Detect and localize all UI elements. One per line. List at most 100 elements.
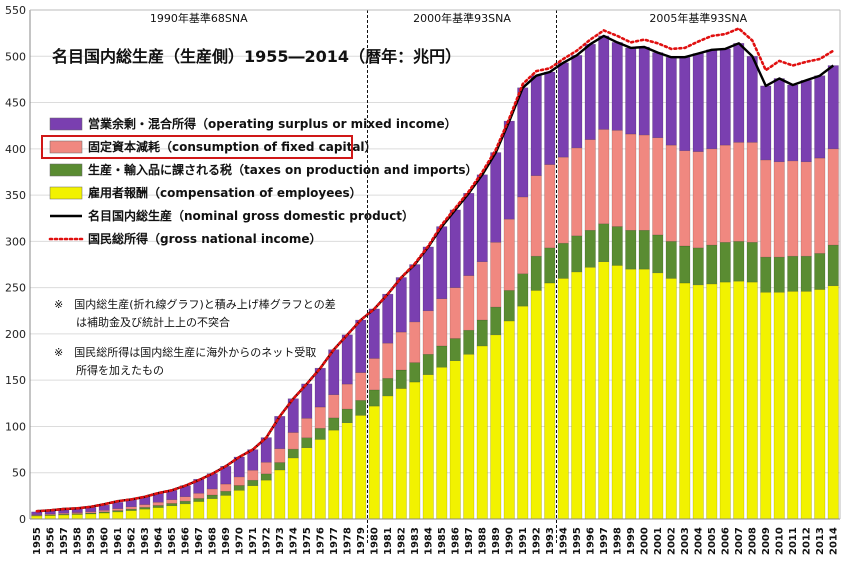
legend-label: 雇用者報酬（compensation of employees）	[88, 185, 362, 200]
bar-segment	[544, 282, 556, 520]
bar-segment	[287, 457, 299, 520]
legend-swatch	[49, 186, 83, 200]
x-tick-label: 1979	[356, 527, 367, 555]
bar-segment	[206, 494, 218, 499]
bar-segment	[247, 479, 259, 486]
bar-segment	[382, 378, 394, 397]
y-tick-label: 250	[5, 282, 26, 295]
bar-segment	[557, 242, 569, 279]
bar-segment	[719, 144, 731, 243]
bar-segment	[422, 354, 434, 375]
y-tick-label: 0	[19, 513, 26, 526]
bar-segment	[787, 84, 799, 162]
x-tick-label: 2004	[693, 527, 704, 555]
bar-segment	[193, 493, 205, 499]
bar-segment	[814, 75, 826, 159]
bar-segment	[598, 35, 610, 130]
x-tick-label: 1974	[288, 527, 299, 555]
x-tick-label: 1987	[464, 527, 475, 555]
bar-segment	[733, 142, 745, 242]
bar-segment	[503, 120, 515, 220]
bar-segment	[436, 226, 448, 299]
bar-segment	[503, 290, 515, 322]
x-tick-label: 1962	[126, 527, 137, 555]
y-tick-label: 300	[5, 235, 26, 248]
bar-segment	[355, 372, 367, 401]
x-tick-label: 1972	[261, 527, 272, 555]
bar-segment	[368, 308, 380, 359]
bar-segment	[787, 255, 799, 292]
bar-segment	[773, 256, 785, 293]
bar-segment	[665, 56, 677, 146]
bar-segment	[71, 513, 83, 515]
x-tick-label: 1970	[234, 527, 245, 555]
bar-segment	[260, 473, 272, 481]
x-tick-label: 1957	[59, 527, 70, 555]
y-tick-label: 150	[5, 374, 26, 387]
x-tick-label: 1971	[248, 527, 259, 555]
y-tick-label: 550	[5, 4, 26, 17]
y-tick-label: 100	[5, 420, 26, 433]
x-tick-label: 2014	[828, 527, 839, 555]
bar-segment	[598, 223, 610, 262]
bar-segment	[476, 261, 488, 321]
bar-segment	[760, 85, 772, 161]
bar-segment	[557, 278, 569, 520]
bar-segment	[544, 71, 556, 165]
bar-segment	[638, 268, 650, 520]
bar-segment	[139, 507, 151, 510]
bar-segment	[355, 319, 367, 373]
bar-segment	[220, 490, 232, 496]
bar-segment	[166, 503, 178, 507]
x-tick-label: 1993	[545, 527, 556, 555]
legend-swatch	[49, 140, 83, 154]
bar-segment	[503, 218, 515, 291]
legend-swatch	[49, 117, 83, 131]
bar-segment	[706, 49, 718, 150]
bar-segment	[449, 338, 461, 361]
bar-segment	[355, 400, 367, 416]
x-tick-label: 1998	[612, 527, 623, 555]
bar-segment	[598, 129, 610, 225]
note-line: ※ 国民総所得は国内総生産に海外からのネット受取	[54, 345, 316, 359]
bar-segment	[436, 366, 448, 520]
bar-segment	[800, 255, 812, 292]
x-tick-label: 1978	[342, 527, 353, 555]
bar-segment	[827, 244, 839, 287]
x-tick-label: 1965	[167, 527, 178, 555]
bar-segment	[112, 511, 124, 520]
bar-segment	[517, 196, 529, 275]
bar-segment	[530, 255, 542, 291]
bar-segment	[746, 56, 758, 143]
bar-segment	[179, 500, 191, 505]
bar-segment	[625, 47, 637, 135]
bar-segment	[436, 345, 448, 368]
x-tick-label: 1984	[423, 527, 434, 555]
x-tick-label: 1983	[410, 527, 421, 555]
bar-segment	[557, 156, 569, 244]
bar-segment	[530, 290, 542, 520]
bar-segment	[382, 293, 394, 344]
bar-segment	[719, 48, 731, 146]
note-line: は補助金及び統計上上の不突合	[54, 315, 230, 329]
bar-segment	[260, 462, 272, 475]
era-label: 2005年基準93SNA	[649, 11, 747, 25]
bar-segment	[746, 242, 758, 283]
bar-segment	[652, 52, 664, 138]
x-tick-label: 1960	[99, 527, 110, 555]
bar-segment	[220, 483, 232, 492]
bar-segment	[625, 268, 637, 520]
y-tick-label: 450	[5, 97, 26, 110]
bar-segment	[584, 267, 596, 520]
bar-segment	[422, 246, 434, 312]
bar-segment	[517, 305, 529, 520]
chart-title: 名目国内総生産（生産側）1955―2014（暦年：兆円）	[52, 47, 461, 66]
bar-segment	[301, 437, 313, 448]
bar-segment	[206, 498, 218, 520]
bar-segment	[301, 418, 313, 438]
bar-segment	[584, 43, 596, 140]
bar-segment	[247, 485, 259, 520]
x-tick-label: 1956	[45, 527, 56, 555]
bar-segment	[328, 417, 340, 431]
